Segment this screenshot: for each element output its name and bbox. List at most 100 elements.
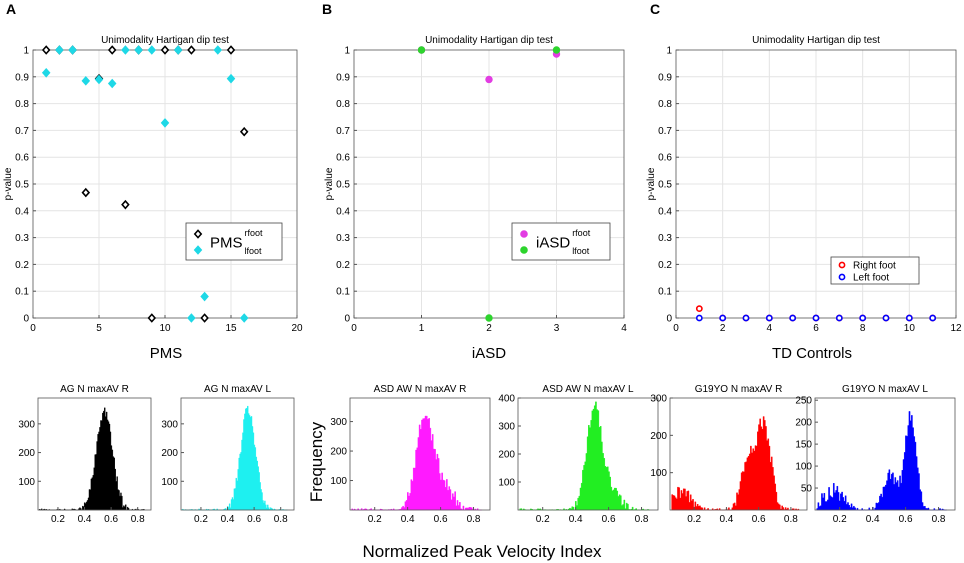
y-tick-label: 0 xyxy=(23,314,29,325)
x-tick-label: 0.2 xyxy=(194,514,208,525)
data-point xyxy=(485,314,493,322)
x-tick-label: 3 xyxy=(554,323,560,334)
x-tick-label: 12 xyxy=(950,323,962,334)
axes-frame xyxy=(349,397,491,511)
y-tick-label: 0.3 xyxy=(15,233,29,244)
data-point xyxy=(882,314,890,322)
legend-marker xyxy=(520,246,528,254)
y-tick-label: 0.8 xyxy=(336,99,350,110)
data-point xyxy=(94,74,104,85)
frequency-label: Frequency xyxy=(307,421,326,502)
data-point xyxy=(147,45,157,55)
axes-frame xyxy=(814,397,956,511)
panel-label-c: C xyxy=(650,1,660,17)
x-tick-label: 0.8 xyxy=(467,514,481,525)
legend-label: Right foot xyxy=(853,261,896,272)
y-tick-label: 0.5 xyxy=(336,180,350,191)
data-point xyxy=(187,313,196,323)
x-tick-label: 0.2 xyxy=(51,514,65,525)
y-tick-label: 0.1 xyxy=(658,287,672,298)
axes-frame xyxy=(669,397,808,511)
y-tick-label: 0.2 xyxy=(658,260,672,271)
data-point xyxy=(121,45,130,55)
scatter-panel-b: 0 1 2 3 4 0 0.1 0.2 0.3 0.4 0.5 0.6 0.7 0.8 0.9 1 Unimod… xyxy=(324,35,627,362)
data-point xyxy=(107,78,117,89)
data-point xyxy=(226,45,236,55)
y-tick-label: 300 xyxy=(161,419,178,430)
x-tick-label: 10 xyxy=(904,323,916,334)
legend-label: Left foot xyxy=(853,273,889,284)
data-point xyxy=(835,314,843,322)
data-point xyxy=(134,45,143,55)
y-tick-label: 0.6 xyxy=(658,153,672,164)
series-left-foot xyxy=(695,314,937,322)
histogram-ag-n-maxav-l: 0.2 0.4 0.6 0.8 100 200 300 AG N maxAV L xyxy=(161,384,295,525)
y-axis-label: p-value xyxy=(646,167,657,200)
x-tick-label: 0.2 xyxy=(833,514,847,525)
x-axis-label: PMS xyxy=(150,345,183,362)
data-point xyxy=(173,45,183,55)
x-tick-label: 0.8 xyxy=(932,514,946,525)
histogram-ag-n-maxav-r: 0.2 0.4 0.6 0.8 100 200 300 AG N maxAV R xyxy=(18,384,152,525)
y-tick-label: 0.1 xyxy=(15,287,29,298)
panel-label-a: A xyxy=(6,1,16,17)
legend-marker xyxy=(193,229,203,239)
x-tick-label: 0.4 xyxy=(569,514,583,525)
data-point xyxy=(41,67,51,78)
chart-title: ASD AW N maxAV R xyxy=(374,384,467,395)
x-tick-label: 0.4 xyxy=(221,514,235,525)
legend-marker xyxy=(838,261,846,269)
data-point xyxy=(789,314,797,322)
data-point xyxy=(68,45,77,55)
series-lfoot xyxy=(41,45,249,323)
y-tick-label: 400 xyxy=(498,394,515,405)
x-tick-label: 0.8 xyxy=(635,514,649,525)
data-point xyxy=(812,314,820,322)
data-point xyxy=(719,314,727,322)
y-tick-label: 1 xyxy=(23,46,29,57)
y-tick-label: 200 xyxy=(795,418,812,429)
data-point xyxy=(121,199,130,210)
chart-title: AG N maxAV L xyxy=(204,384,271,395)
y-tick-label: 100 xyxy=(795,462,812,473)
y-tick-label: 0.8 xyxy=(15,99,29,110)
y-tick-label: 0.7 xyxy=(15,126,29,137)
legend-main-label: PMS xyxy=(210,235,243,252)
y-tick-label: 0.3 xyxy=(658,233,672,244)
data-point xyxy=(742,314,750,322)
histogram-asd-aw-n-maxav-l: 0.2 0.4 0.6 0.8 100 200 300 400 ASD AW N maxAV L xyxy=(498,384,659,525)
y-tick-label: 0 xyxy=(344,314,350,325)
legend-box xyxy=(511,222,611,261)
y-tick-label: 100 xyxy=(650,468,667,479)
data-point xyxy=(552,46,561,54)
y-tick-label: 0.9 xyxy=(658,72,672,83)
x-tick-label: 0.6 xyxy=(434,514,448,525)
data-point xyxy=(859,314,867,322)
chart-title: G19YO N maxAV L xyxy=(842,384,928,395)
plot-area xyxy=(670,398,807,510)
data-point xyxy=(200,291,209,302)
data-point xyxy=(187,45,196,55)
y-tick-label: 0.6 xyxy=(15,153,29,164)
x-tick-label: 0.2 xyxy=(368,514,382,525)
y-tick-label: 200 xyxy=(650,431,667,442)
data-point xyxy=(417,46,426,54)
legend-box xyxy=(185,222,283,261)
x-tick-label: 20 xyxy=(291,323,303,334)
y-tick-label: 0.4 xyxy=(336,206,350,217)
legend-main-label: iASD xyxy=(536,235,570,252)
chart-title: Unimodality Hartigan dip test xyxy=(752,35,880,46)
y-tick-label: 0.4 xyxy=(658,206,672,217)
x-tick-label: 0.4 xyxy=(401,514,415,525)
y-tick-label: 300 xyxy=(498,422,515,433)
y-tick-label: 150 xyxy=(795,440,812,451)
legend-sub-label: lfoot xyxy=(572,246,590,256)
y-tick-label: 0.8 xyxy=(658,99,672,110)
y-tick-label: 300 xyxy=(650,394,667,405)
y-tick-label: 0.5 xyxy=(658,180,672,191)
chart-title: G19YO N maxAV R xyxy=(695,384,783,395)
data-point xyxy=(485,75,493,84)
